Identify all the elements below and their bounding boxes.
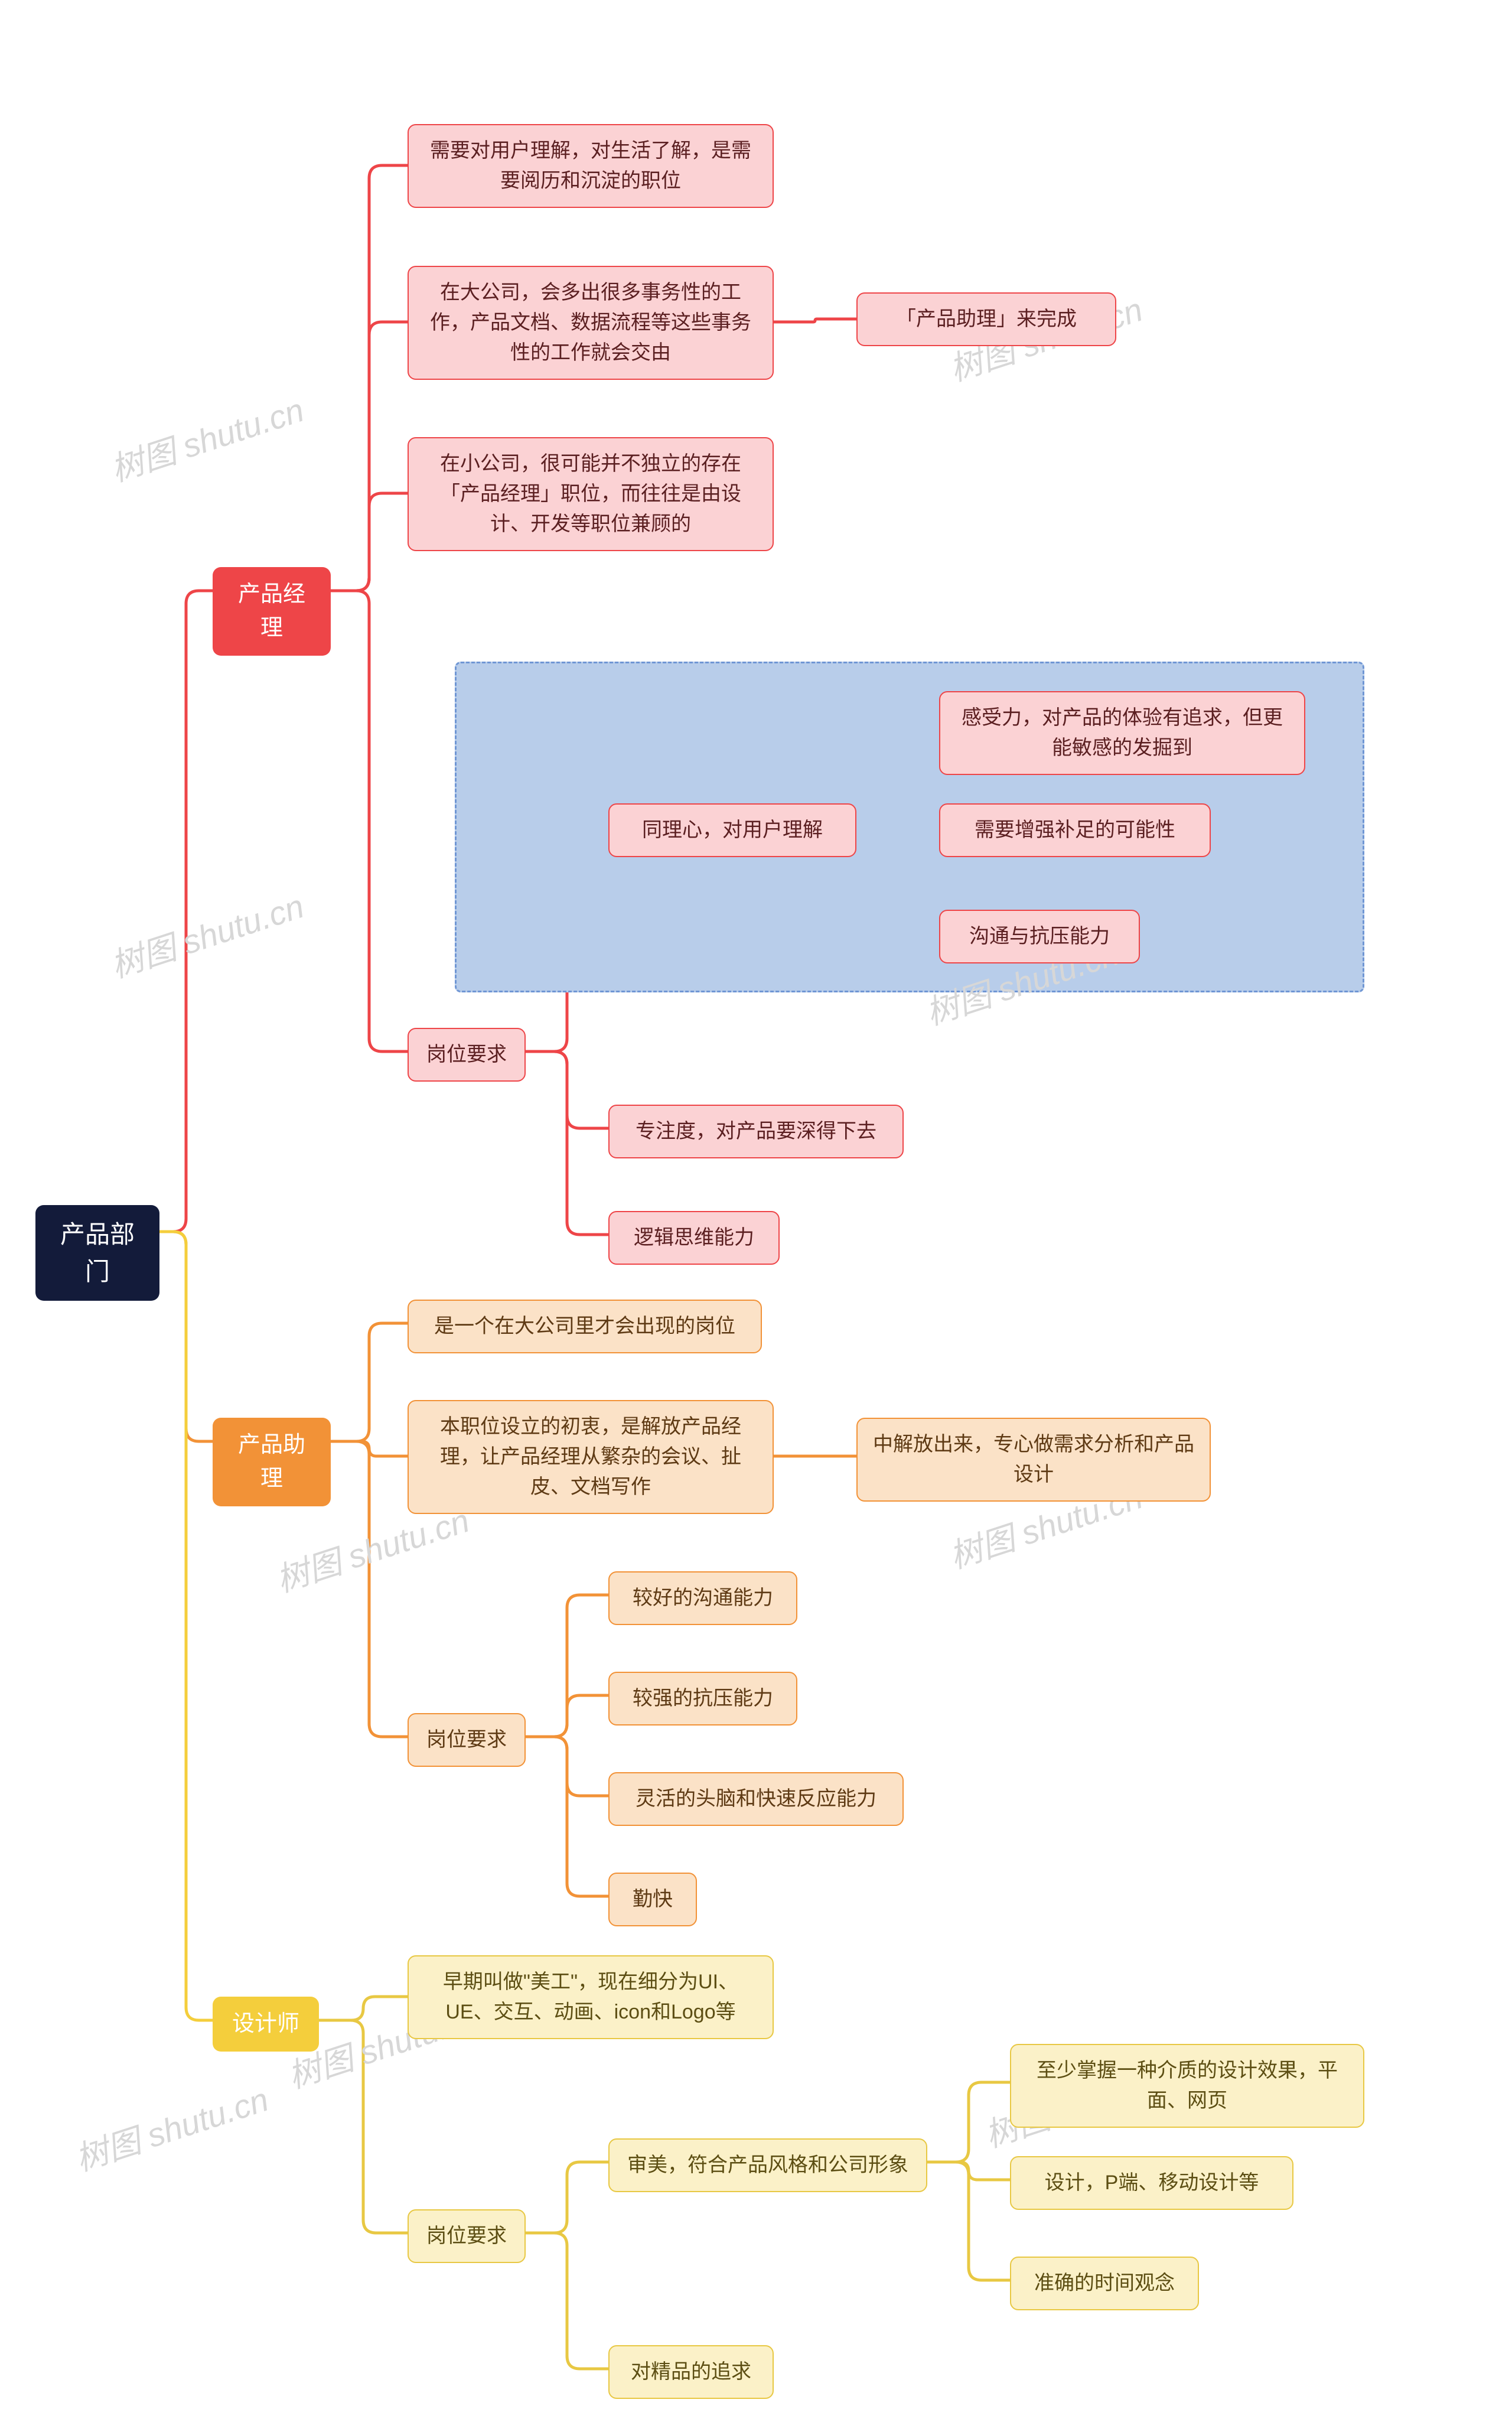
edge bbox=[159, 1232, 213, 2020]
node-pm_req[interactable]: 岗位要求 bbox=[408, 1028, 526, 1082]
node-pa_c1[interactable]: 是一个在大公司里才会出现的岗位 bbox=[408, 1300, 762, 1353]
node-ds_r1[interactable]: 审美，符合产品风格和公司形象 bbox=[608, 2138, 927, 2192]
node-ds_r2[interactable]: 对精品的追求 bbox=[608, 2345, 774, 2399]
edge bbox=[927, 2162, 1010, 2280]
node-ds_r1c[interactable]: 准确的时间观念 bbox=[1010, 2257, 1199, 2310]
edge bbox=[331, 493, 408, 591]
node-pa_r2[interactable]: 较强的抗压能力 bbox=[608, 1672, 797, 1725]
mindmap-canvas: 树图 shutu.cn树图 shutu.cn树图 shutu.cn树图 shut… bbox=[0, 0, 1512, 2419]
node-ds_c1[interactable]: 早期叫做"美工"，现在细分为UI、UE、交互、动画、icon和Logo等 bbox=[408, 1955, 774, 2039]
node-ds[interactable]: 设计师 bbox=[213, 1997, 319, 2052]
edge bbox=[331, 1323, 408, 1441]
node-pa_r1[interactable]: 较好的沟通能力 bbox=[608, 1571, 797, 1625]
node-pm_c1[interactable]: 需要对用户理解，对生活了解，是需要阅历和沉淀的职位 bbox=[408, 124, 774, 208]
node-pm_r1b[interactable]: 需要增强补足的可能性 bbox=[939, 803, 1211, 857]
node-pa_r3[interactable]: 灵活的头脑和快速反应能力 bbox=[608, 1772, 904, 1826]
edge bbox=[774, 319, 856, 322]
edge bbox=[526, 1737, 608, 1896]
watermark: 树图 shutu.cn bbox=[104, 880, 309, 988]
node-pm_r1[interactable]: 同理心，对用户理解 bbox=[608, 803, 856, 857]
edge bbox=[331, 322, 408, 591]
edge bbox=[331, 1441, 408, 1737]
node-pm_c2b[interactable]: 「产品助理」来完成 bbox=[856, 292, 1116, 346]
node-pm_r3[interactable]: 逻辑思维能力 bbox=[608, 1211, 780, 1265]
edge bbox=[319, 2020, 408, 2233]
node-pa[interactable]: 产品助理 bbox=[213, 1418, 331, 1506]
edge bbox=[526, 1737, 608, 1796]
edge bbox=[927, 2082, 1010, 2162]
edge bbox=[526, 1051, 608, 1128]
node-pa_req[interactable]: 岗位要求 bbox=[408, 1713, 526, 1767]
node-pa_c2b[interactable]: 中解放出来，专心做需求分析和产品设计 bbox=[856, 1418, 1211, 1502]
node-pm_r1c[interactable]: 沟通与抗压能力 bbox=[939, 910, 1140, 963]
node-pm_r2[interactable]: 专注度，对产品要深得下去 bbox=[608, 1105, 904, 1158]
edge bbox=[526, 1051, 608, 1235]
node-root[interactable]: 产品部门 bbox=[35, 1205, 159, 1301]
node-pm_c2[interactable]: 在大公司，会多出很多事务性的工作，产品文档、数据流程等这些事务性的工作就会交由 bbox=[408, 266, 774, 380]
edge bbox=[927, 2162, 1010, 2180]
edge bbox=[159, 1232, 213, 1441]
node-ds_req[interactable]: 岗位要求 bbox=[408, 2209, 526, 2263]
node-pa_c2[interactable]: 本职位设立的初衷，是解放产品经理，让产品经理从繁杂的会议、扯皮、文档写作 bbox=[408, 1400, 774, 1514]
node-ds_r1b[interactable]: 设计，P端、移动设计等 bbox=[1010, 2156, 1293, 2210]
node-pm_r1a[interactable]: 感受力，对产品的体验有追求，但更能敏感的发掘到 bbox=[939, 691, 1305, 775]
edge bbox=[331, 1441, 408, 1456]
node-ds_r1a[interactable]: 至少掌握一种介质的设计效果，平面、网页 bbox=[1010, 2044, 1364, 2128]
node-pm_c3[interactable]: 在小公司，很可能并不独立的存在「产品经理」职位，而往往是由设计、开发等职位兼顾的 bbox=[408, 437, 774, 551]
node-pm[interactable]: 产品经理 bbox=[213, 567, 331, 656]
edge bbox=[526, 1595, 608, 1737]
node-pa_r4[interactable]: 勤快 bbox=[608, 1873, 697, 1926]
edge bbox=[526, 2162, 608, 2233]
watermark: 树图 shutu.cn bbox=[104, 384, 309, 491]
edge bbox=[331, 591, 408, 1051]
edge bbox=[526, 1695, 608, 1737]
watermark: 树图 shutu.cn bbox=[69, 2073, 274, 2181]
edge bbox=[159, 591, 213, 1232]
edge bbox=[331, 165, 408, 591]
edge bbox=[526, 2233, 608, 2369]
edge bbox=[319, 1997, 408, 2020]
